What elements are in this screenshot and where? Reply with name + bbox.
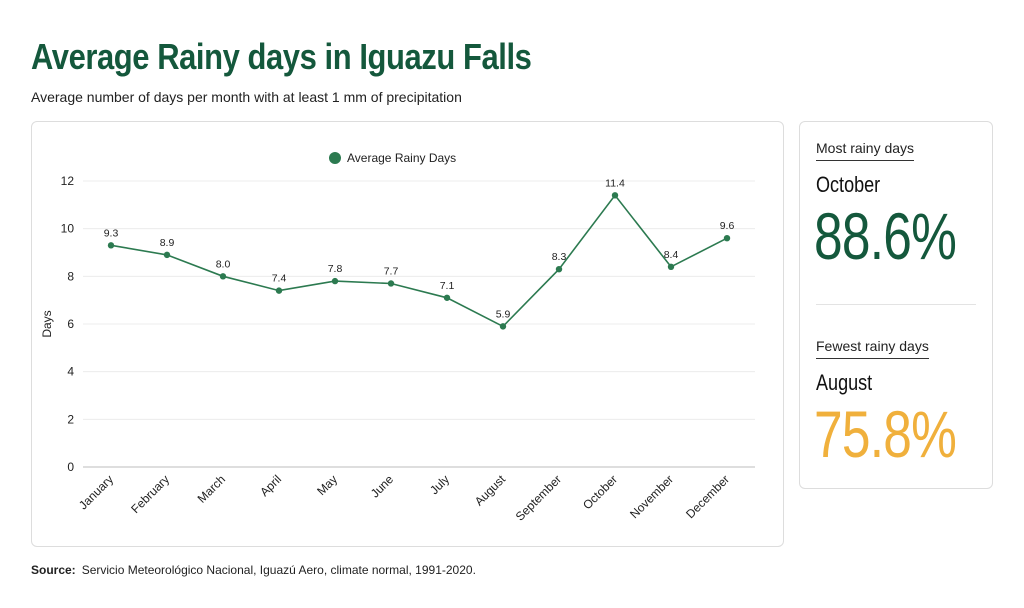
x-tick-label: December [683,472,732,521]
data-label: 8.9 [160,237,175,249]
fewest-rainy-month: August [816,370,873,395]
chart-card: 0 2 4 6 8 10 12 January February March April May Ju… [31,121,784,547]
x-tick-label: March [195,472,228,505]
x-tick-label: January [76,472,116,512]
data-point [443,294,451,301]
data-label: 5.9 [496,308,511,320]
x-tick-label: October [580,472,620,512]
data-label: 9.3 [104,227,119,239]
legend-marker [329,152,341,164]
data-points [107,192,731,330]
x-tick-label: August [472,472,509,509]
data-point [555,265,563,273]
fewest-rainy-value: 75.8% [814,397,957,471]
data-label: 9.6 [720,220,735,232]
y-tick-label: 8 [67,269,74,283]
data-point [611,192,619,199]
y-tick-label: 10 [61,222,75,236]
y-axis-ticks: 0 2 4 6 8 10 12 [61,174,75,474]
chart-legend: Average Rainy Days [329,151,456,165]
y-axis-label: Days [40,310,54,337]
x-tick-label: May [314,472,340,498]
summary-card: Most rainy days October 88.6% Fewest rai… [799,121,993,489]
x-tick-label: September [513,472,564,523]
data-label: 7.7 [384,265,399,277]
source-text: Servicio Meteorológico Nacional, Iguazú … [81,563,476,577]
data-point [107,242,115,249]
x-axis-ticks: January February March April May June July Augu… [76,472,732,524]
data-label: 8.3 [552,251,567,263]
data-point [163,251,171,259]
data-point [387,280,395,287]
page-subtitle: Average number of days per month with at… [31,89,462,105]
x-tick-label: June [368,472,397,501]
chart-grid [83,180,755,468]
x-tick-label: July [427,472,452,497]
fewest-rainy-label: Fewest rainy days [816,338,929,359]
data-point [219,273,227,280]
y-tick-label: 0 [67,460,74,474]
x-tick-label: November [627,472,676,521]
y-tick-label: 12 [61,174,75,188]
x-tick-label: February [128,472,172,516]
most-rainy-month: October [816,172,881,197]
legend-label: Average Rainy Days [347,151,456,165]
line-chart: 0 2 4 6 8 10 12 January February March April May Ju… [40,151,755,524]
y-tick-label: 4 [67,365,74,379]
data-label: 8.4 [664,249,679,261]
data-point [331,277,339,285]
data-point [723,235,731,242]
y-tick-label: 6 [67,317,74,331]
most-rainy-value: 88.6% [814,199,957,273]
data-point [667,263,675,270]
y-tick-label: 2 [67,412,74,426]
most-rainy-label: Most rainy days [816,140,915,161]
source-label: Source: [31,563,76,577]
data-label: 7.4 [272,273,287,285]
data-label: 7.8 [328,263,343,275]
data-labels: 9.3 8.9 8.0 7.4 7.8 7.7 7.1 5.9 8.3 11.4 8.4 9.6 [104,177,735,320]
summary-divider [816,304,976,305]
x-tick-label: April [257,472,284,499]
data-point [275,287,283,294]
series-line [110,193,728,328]
data-label: 8.0 [216,258,231,270]
data-label: 11.4 [605,177,625,189]
data-point [499,323,507,330]
page-title: Average Rainy days in Iguazu Falls [31,36,532,77]
source-note: Source: Servicio Meteorológico Nacional, … [31,563,476,577]
data-label: 7.1 [440,280,455,292]
